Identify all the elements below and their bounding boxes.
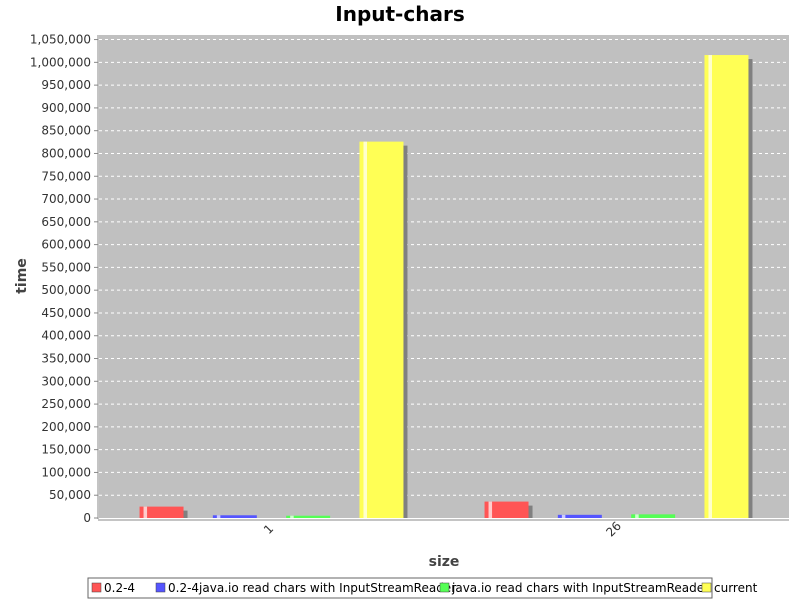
bar — [631, 514, 676, 518]
y-tick-label: 850,000 — [41, 124, 91, 138]
x-axis-label: size — [429, 554, 460, 570]
bar — [212, 515, 257, 518]
legend-label: java.io read chars with InputStreamReade… — [451, 581, 709, 595]
y-tick-label: 550,000 — [41, 260, 91, 274]
y-tick-label: 1,050,000 — [30, 33, 91, 47]
y-tick-label: 900,000 — [41, 101, 91, 115]
bar — [139, 506, 184, 518]
chart-title: Input-chars — [335, 2, 464, 26]
x-tick-label: 26 — [603, 519, 624, 540]
bar-highlight — [635, 514, 639, 518]
y-tick-label: 800,000 — [41, 146, 91, 160]
legend-swatch — [155, 582, 166, 593]
x-tick-label: 1 — [261, 522, 276, 537]
bar-highlight — [488, 501, 493, 518]
legend-label: 0.2-4 — [104, 581, 135, 595]
y-tick-label: 450,000 — [41, 306, 91, 320]
y-tick-label: 400,000 — [41, 329, 91, 343]
bar-highlight — [363, 141, 367, 519]
bar-highlight — [561, 514, 566, 518]
y-tick-label: 600,000 — [41, 238, 91, 252]
plot-area — [99, 35, 789, 518]
y-tick-label: 0 — [83, 511, 91, 525]
y-tick-label: 950,000 — [41, 78, 91, 92]
bar-highlight — [143, 506, 148, 518]
y-tick-label: 700,000 — [41, 192, 91, 206]
bars — [139, 55, 753, 519]
legend: 0.2-4 0.2-4java.io read chars with InputS… — [87, 577, 758, 599]
bar-highlight — [216, 515, 221, 518]
legend-box — [87, 577, 713, 599]
bar — [484, 501, 529, 518]
y-tick-label: 200,000 — [41, 420, 91, 434]
bar-highlight — [708, 55, 712, 518]
y-axis-ticks: 0 50,000 100,000 150,000 200,000 250,000 300,0… — [30, 33, 98, 525]
y-tick-label: 750,000 — [41, 169, 91, 183]
bar — [286, 515, 331, 518]
bar-highlight — [290, 515, 294, 518]
legend-label: current — [714, 581, 758, 595]
legend-swatch — [91, 582, 102, 593]
y-tick-label: 650,000 — [41, 215, 91, 229]
y-tick-label: 250,000 — [41, 397, 91, 411]
y-tick-label: 1,000,000 — [30, 55, 91, 69]
y-tick-label: 100,000 — [41, 465, 91, 479]
y-tick-label: 350,000 — [41, 352, 91, 366]
legend-swatch — [439, 582, 450, 593]
y-tick-label: 500,000 — [41, 283, 91, 297]
y-tick-label: 300,000 — [41, 374, 91, 388]
y-tick-label: 50,000 — [49, 488, 91, 502]
bar — [557, 514, 602, 518]
legend-label: 0.2-4java.io read chars with InputStream… — [168, 581, 456, 595]
legend-swatch — [701, 582, 712, 593]
y-axis-label: time — [14, 258, 30, 294]
gridlines — [99, 39, 789, 496]
y-tick-label: 150,000 — [41, 443, 91, 457]
x-axis-ticks: 1 26 — [261, 519, 624, 540]
